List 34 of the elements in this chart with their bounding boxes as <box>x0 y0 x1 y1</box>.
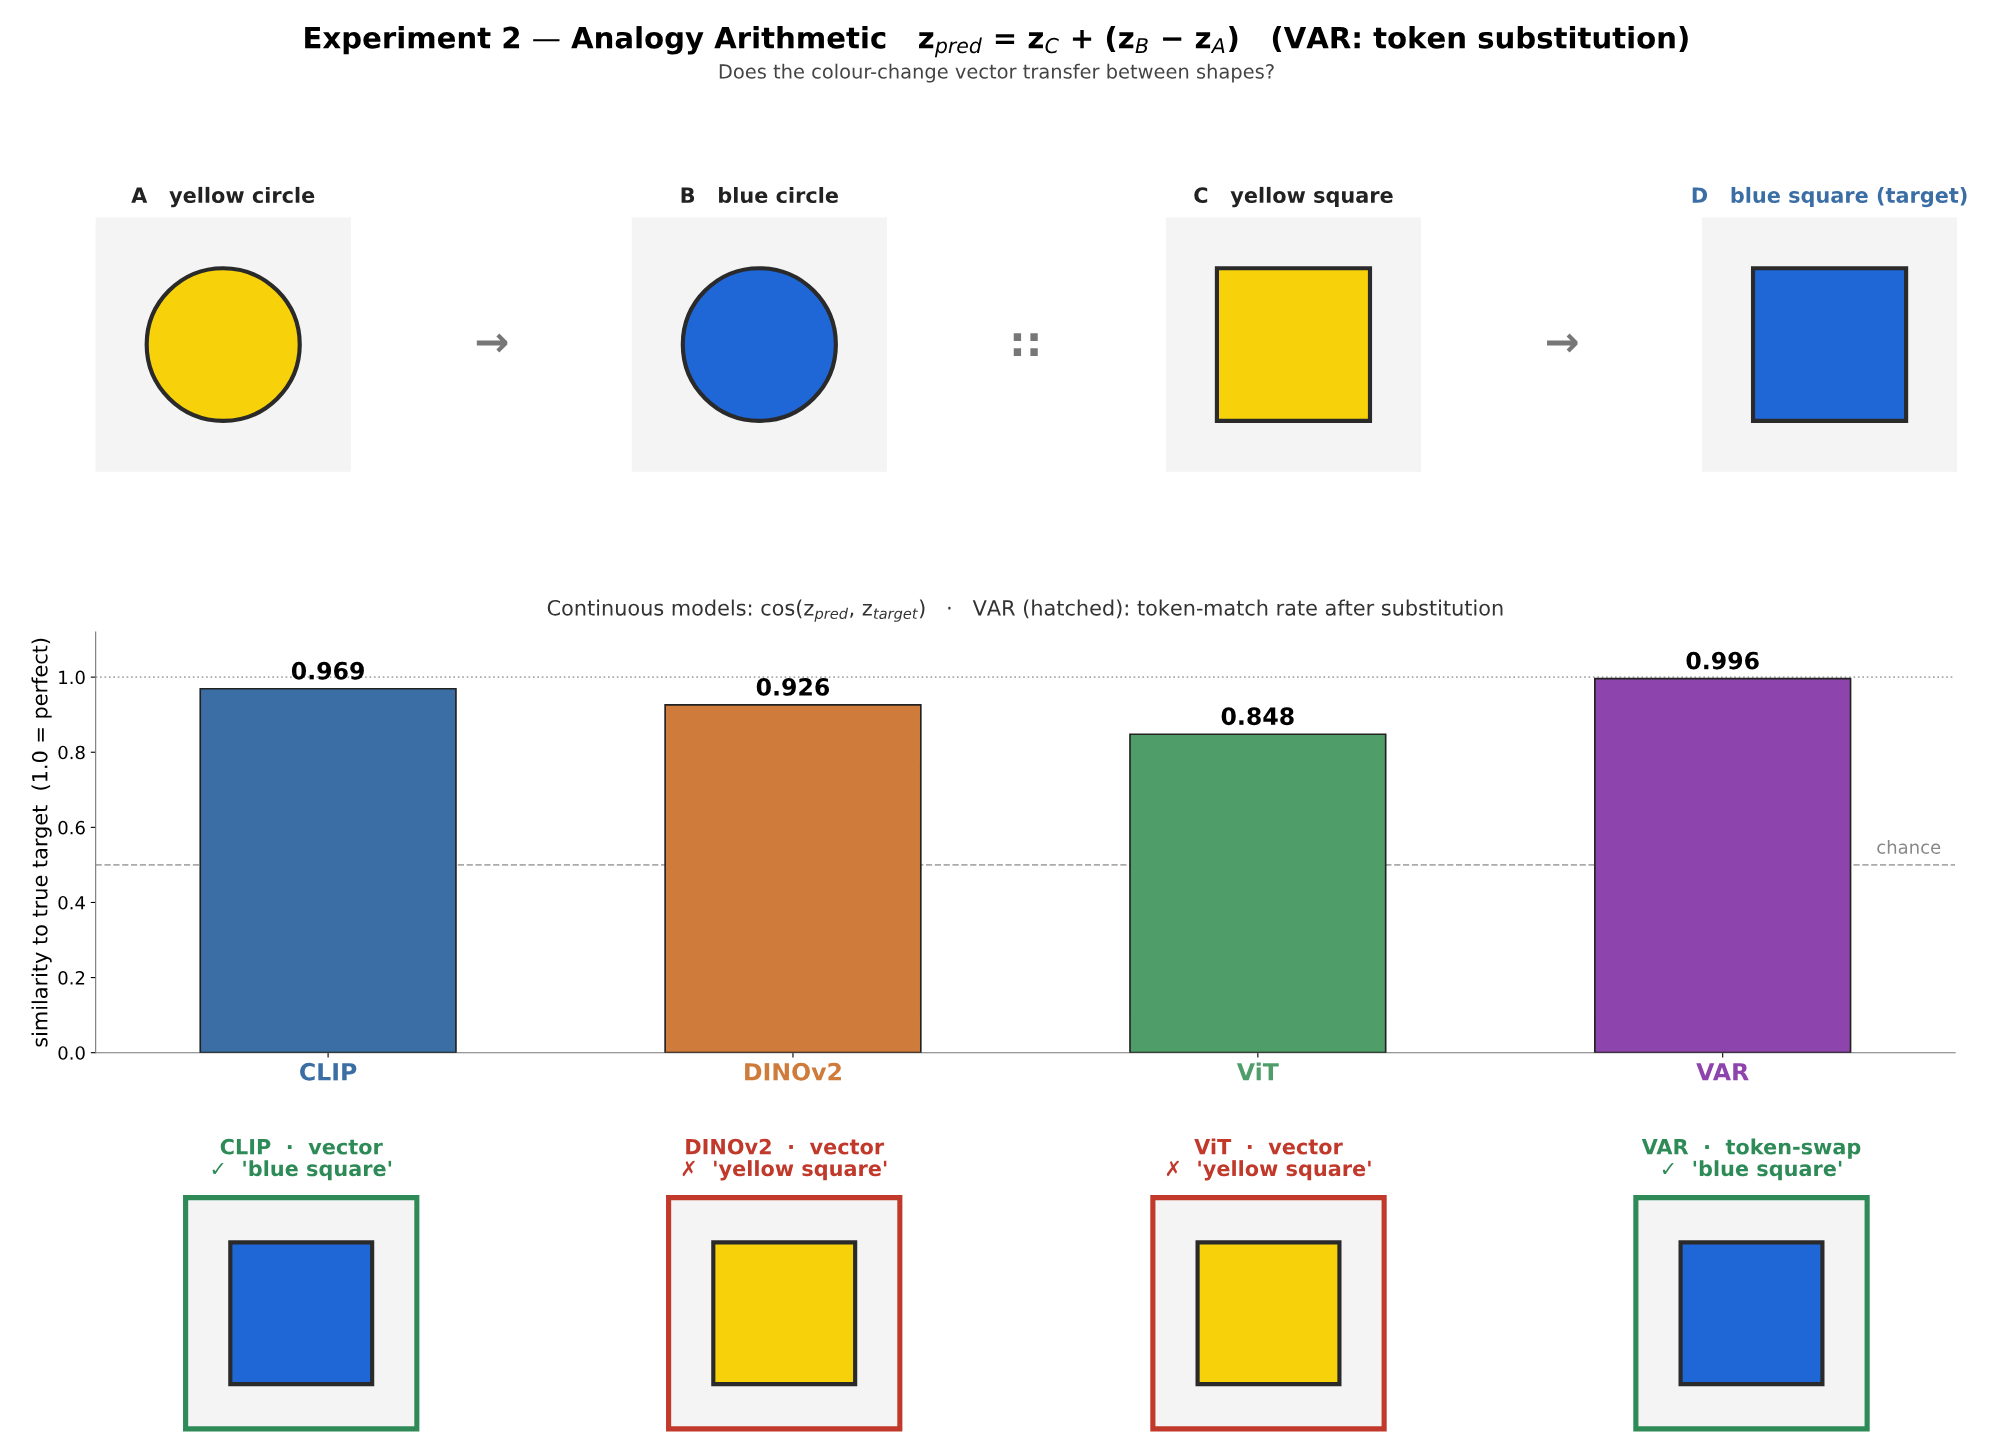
y-tick-label: 0.6 <box>58 820 85 835</box>
text: DINOv2 · vector ✗ 'yellow square' <box>682 1138 887 1181</box>
text: :: <box>1013 333 1038 357</box>
text: D blue square (target) <box>1692 186 1967 208</box>
chart-subtitle: Does the colour-change vector transfer between shapes? <box>719 63 1274 83</box>
text: → <box>476 333 508 353</box>
bar <box>664 704 922 1053</box>
data-label: 0.848 <box>1221 707 1294 726</box>
y-tick-label: 0.2 <box>58 971 85 985</box>
text: ViT · vector ✗ 'yellow square' <box>1166 1138 1371 1181</box>
y-tick-label: 0.8 <box>58 745 85 760</box>
text: Continuous models: cos(z$_{pred}$, z$_{target}$) · VAR (hatched): token-match rate after substitution <box>547 599 1503 622</box>
y-tick-label: 0.0 <box>58 1046 85 1060</box>
text: B blue circle <box>681 186 838 204</box>
x-tick-label: CLIP <box>300 1062 357 1081</box>
text: VAR · token-swap ✓ 'blue square' <box>1641 1138 1861 1181</box>
text: C yellow square <box>1194 186 1393 208</box>
bar <box>1594 677 1852 1053</box>
text: A yellow circle <box>131 186 315 208</box>
bar <box>1129 733 1387 1053</box>
y-tick-label: 1.0 <box>59 670 85 685</box>
data-label: 0.926 <box>756 677 830 696</box>
x-tick-label: ViT <box>1236 1062 1279 1081</box>
x-tick-label: VAR <box>1696 1063 1749 1081</box>
bar <box>199 687 457 1053</box>
data-label: 0.969 <box>291 661 364 680</box>
text: → <box>1547 333 1578 353</box>
text: CLIP · vector ✓ 'blue square' <box>212 1138 392 1181</box>
ref-line-label: chance <box>1877 839 1941 854</box>
y-axis-title: similarity to true target (1.0 = perfect) <box>31 638 52 1047</box>
x-tick-label: DINOv2 <box>745 1062 841 1081</box>
data-label: 0.996 <box>1686 651 1759 670</box>
chart-title: Experiment 2 — Analogy Arithmetic z$_{pred}$ = z$_{C}$ + (z$_{B}$ − z$_{A}$) (VAR: token substitution) <box>305 26 1688 58</box>
y-tick-label: 0.4 <box>58 895 85 910</box>
